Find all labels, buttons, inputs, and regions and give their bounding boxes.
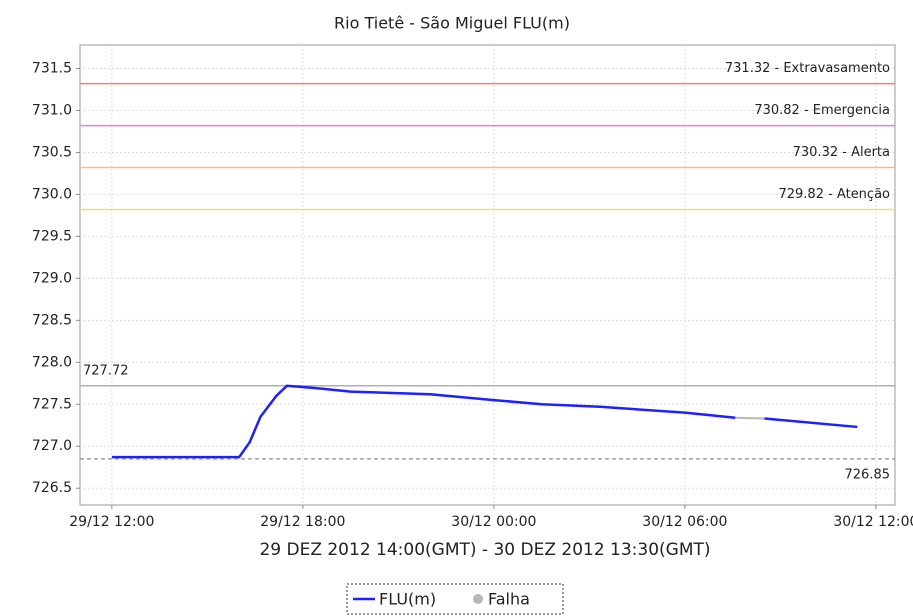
y-tick-label: 729.5 <box>32 228 72 244</box>
x-axis-label: 29 DEZ 2012 14:00(GMT) - 30 DEZ 2012 13:… <box>259 540 710 560</box>
x-tick-label: 30/12 00:00 <box>451 514 536 530</box>
y-tick-label: 726.5 <box>32 480 72 496</box>
legend: FLU(m) Falha <box>346 583 564 615</box>
series-line <box>764 417 858 429</box>
series-line <box>111 384 736 459</box>
legend-label: Falha <box>488 590 530 609</box>
threshold-label: 727.72 <box>83 363 129 378</box>
y-tick-label: 727.5 <box>32 396 72 412</box>
plot-area <box>79 44 896 506</box>
y-tick-label: 730.0 <box>32 186 72 202</box>
x-tick-label: 29/12 18:00 <box>260 514 345 530</box>
y-tick-label: 731.0 <box>32 102 72 118</box>
threshold-label: 730.32 - Alerta <box>793 145 890 160</box>
threshold-label: 731.32 - Extravasamento <box>725 61 890 76</box>
x-tick-label: 30/12 06:00 <box>642 514 727 530</box>
y-tick-label: 728.0 <box>32 354 72 370</box>
series-line <box>735 416 765 420</box>
x-tick-label: 30/12 12:00 <box>833 514 913 530</box>
threshold-label: 729.82 - Atenção <box>778 187 890 202</box>
legend-box <box>346 583 564 615</box>
legend-label: FLU(m) <box>379 590 436 609</box>
threshold-label: 730.82 - Emergencia <box>754 103 890 118</box>
x-tick-label: 29/12 12:00 <box>69 514 154 530</box>
threshold-label: 726.85 <box>845 467 891 482</box>
y-tick-label: 730.5 <box>32 144 72 160</box>
y-tick-label: 731.5 <box>32 61 72 77</box>
y-tick-label: 729.0 <box>32 270 72 286</box>
y-tick-label: 728.5 <box>32 312 72 328</box>
chart-title: Rio Tietê - São Miguel FLU(m) <box>334 14 570 33</box>
legend-swatch <box>473 594 483 604</box>
y-tick-label: 727.0 <box>32 438 72 454</box>
